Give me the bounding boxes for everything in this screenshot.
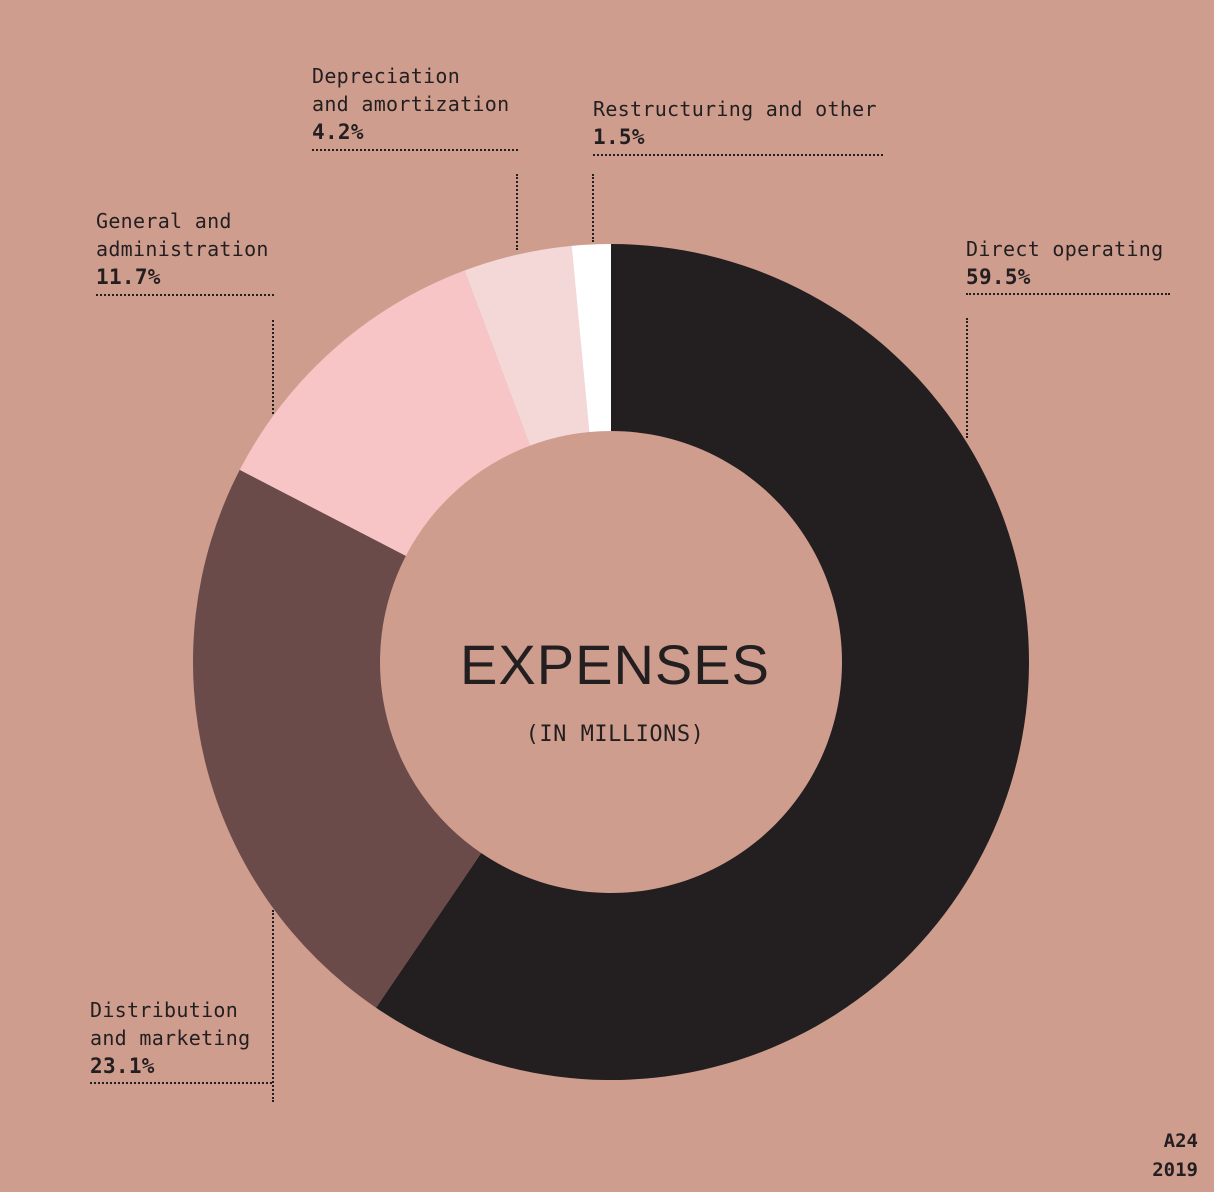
chart-title: EXPENSES xyxy=(460,633,770,696)
slice-label-name: Direct operating xyxy=(966,237,1164,261)
slice-label-name: Depreciation and amortization xyxy=(312,64,510,116)
donut-slice-restructuring-and-other xyxy=(571,244,611,433)
slice-label-name: Restructuring and other xyxy=(593,97,877,121)
leader-line xyxy=(96,294,274,296)
leader-line xyxy=(966,293,1170,295)
donut-slice-general-and-administration xyxy=(239,270,531,556)
leader-line xyxy=(516,174,518,250)
slice-label-percent: 4.2% xyxy=(312,120,364,144)
leader-line xyxy=(272,910,274,1102)
leader-line xyxy=(966,318,968,438)
label-direct-operating: Direct operating 59.5% xyxy=(966,235,1163,291)
leader-line xyxy=(592,174,594,242)
leader-line xyxy=(312,149,518,151)
slice-label-percent: 11.7% xyxy=(96,265,161,289)
chart-subtitle: (IN MILLIONS) xyxy=(525,722,705,747)
slice-label-percent: 1.5% xyxy=(593,125,645,149)
label-restructuring-other: Restructuring and other 1.5% xyxy=(593,95,877,151)
leader-line xyxy=(272,320,274,414)
label-distribution-marketing: Distribution and marketing 23.1% xyxy=(90,996,250,1080)
slice-label-percent: 59.5% xyxy=(966,265,1031,289)
slice-label-name: Distribution and marketing xyxy=(90,998,251,1050)
label-general-administration: General and administration 11.7% xyxy=(96,207,269,291)
slice-label-name: General and administration xyxy=(96,209,269,261)
year-label: 2019 xyxy=(1152,1159,1198,1181)
donut-slice-distribution-and-marketing xyxy=(192,469,482,1008)
brand-label: A24 xyxy=(1163,1130,1198,1152)
donut-slice-depreciation-and-amortization xyxy=(464,245,590,446)
slice-label-percent: 23.1% xyxy=(90,1054,155,1078)
donut-slice-direct-operating xyxy=(376,244,1029,1080)
leader-line xyxy=(90,1082,272,1084)
leader-line xyxy=(593,154,883,156)
label-depreciation-amortization: Depreciation and amortization 4.2% xyxy=(312,62,509,146)
